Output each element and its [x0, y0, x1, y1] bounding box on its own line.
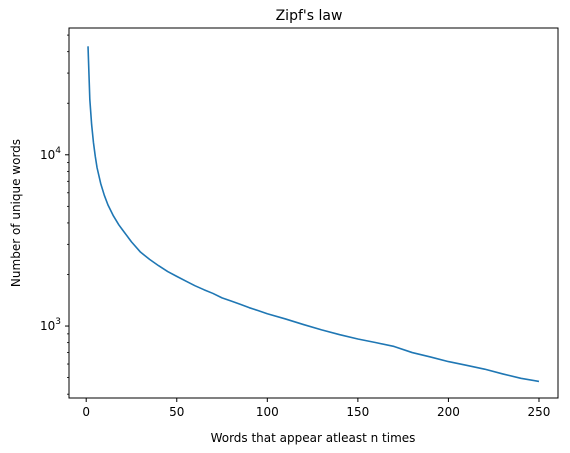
x-tick-label: 0 [82, 405, 90, 419]
x-axis-ticks: 0 50 100 150 200 250 [82, 398, 550, 419]
y-tick-label: 104 [40, 146, 61, 162]
x-tick-label: 150 [346, 405, 369, 419]
plot-frame [68, 27, 559, 399]
y-axis-ticks: 103 104 [40, 34, 69, 395]
x-tick-label: 100 [256, 405, 279, 419]
chart-title: Zipf's law [276, 8, 343, 24]
y-tick-label: 103 [40, 317, 61, 333]
x-tick-label: 50 [169, 405, 184, 419]
series-line-0 [87, 46, 540, 383]
y-axis-label: Number of unique words [9, 139, 23, 287]
plot-area [87, 46, 540, 383]
x-tick-label: 250 [528, 405, 551, 419]
x-axis-label: Words that appear atleast n times [211, 431, 416, 445]
x-tick-label: 200 [437, 405, 460, 419]
